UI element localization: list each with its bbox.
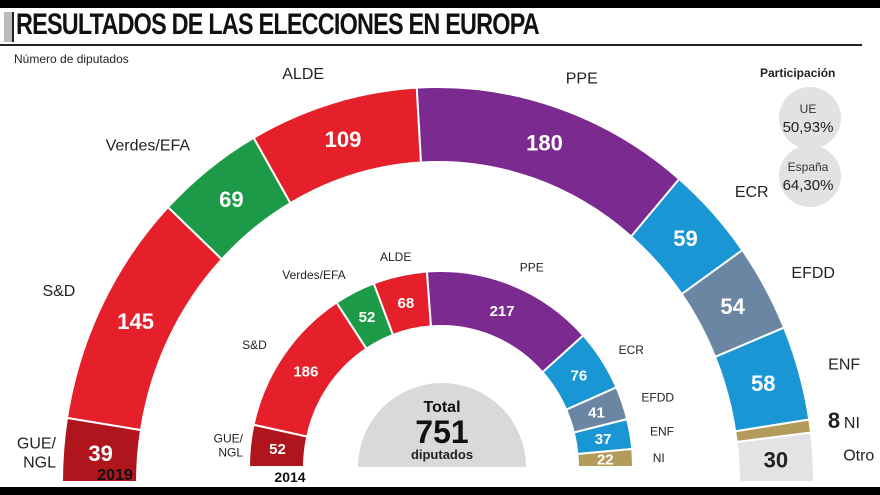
value-2014-sd: 186 (293, 363, 318, 380)
year-label-2019: 2019 (97, 467, 133, 484)
value-2019-alde: 109 (325, 127, 362, 152)
label-2014-verdesefa: Verdes/EFA (282, 268, 345, 282)
label-2014-enf: ENF (650, 425, 674, 439)
segment-2019-ppe (415, 86, 681, 238)
participation-circle-0 (779, 87, 841, 149)
participation-label-0: UE (800, 102, 817, 116)
total-value: 751 (415, 414, 468, 450)
value-2019-otro: 30 (764, 448, 788, 473)
participation-value-1: 64,30% (783, 177, 834, 194)
segment-2019-otro (735, 431, 816, 483)
value-2014-efdd: 41 (588, 404, 605, 421)
top-bar (0, 0, 880, 8)
label-2019-verdesefa: Verdes/EFA (106, 137, 191, 154)
value-2019-guengl: 39 (88, 441, 112, 466)
total-label: Total (423, 399, 460, 416)
value-2019-efdd: 54 (720, 294, 745, 319)
label-2014-efdd: EFDD (641, 390, 674, 404)
label-2019-guengl: GUE/NGL (17, 435, 57, 471)
total-unit: diputados (411, 447, 473, 462)
value-2019-ppe: 180 (526, 131, 563, 156)
value-2019-verdesefa: 69 (219, 187, 243, 212)
label-2019-ni: NI (844, 415, 860, 432)
value-2014-ppe: 217 (490, 303, 515, 320)
label-2019-efdd: EFDD (791, 265, 835, 282)
value-2019-ni: 8 (828, 408, 840, 433)
label-2019-ecr: ECR (735, 184, 769, 201)
value-2014-enf: 37 (595, 431, 612, 448)
label-2019-ppe: PPE (566, 71, 598, 88)
label-2019-enf: ENF (828, 356, 860, 373)
value-2019-ecr: 59 (673, 226, 697, 251)
value-2014-ni: 22 (597, 452, 614, 469)
value-2014-ecr: 76 (570, 367, 587, 384)
title-marker (4, 12, 14, 42)
label-2019-sd: S&D (42, 283, 75, 300)
participation-value-0: 50,93% (783, 119, 834, 136)
participation-label-1: España (788, 160, 829, 174)
participation-title: Participación (760, 66, 836, 80)
title-rule (0, 44, 862, 46)
page-title: RESULTADOS DE LAS ELECCIONES EN EUROPA (16, 8, 540, 41)
label-2014-ni: NI (653, 451, 665, 465)
value-2014-guengl: 52 (269, 441, 286, 458)
label-2014-ecr: ECR (619, 343, 645, 357)
year-label-2014: 2014 (274, 469, 305, 485)
label-2019-otro: Otro (843, 447, 874, 464)
value-2014-verdesefa: 52 (359, 309, 376, 326)
segment-2014-ni (576, 447, 635, 468)
label-2014-ppe: PPE (520, 260, 544, 274)
participation-circle-1 (779, 145, 841, 207)
label-2014-sd: S&D (242, 338, 267, 352)
label-2014-guengl: GUE/NGL (214, 431, 244, 459)
total-background (358, 383, 526, 467)
subtitle: Número de diputados (14, 52, 129, 66)
bottom-bar (0, 487, 880, 495)
value-2019-enf: 58 (751, 371, 775, 396)
value-2019-sd: 145 (117, 309, 154, 334)
label-2019-alde: ALDE (282, 66, 324, 83)
label-2014-alde: ALDE (380, 250, 411, 264)
value-2014-alde: 68 (397, 295, 414, 312)
